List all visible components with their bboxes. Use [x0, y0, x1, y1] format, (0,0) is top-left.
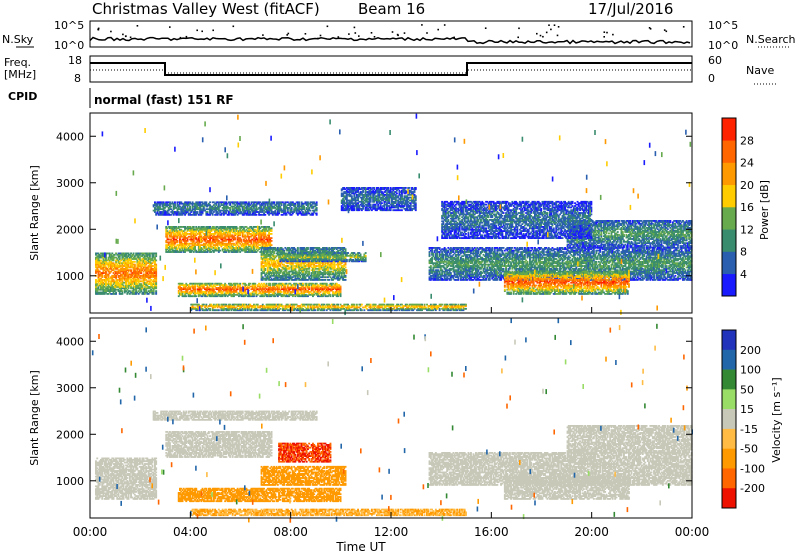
nave-label: Nave: [746, 64, 774, 77]
nsky-point: [348, 33, 350, 35]
nsky-point: [320, 35, 322, 37]
nave-right-tick-top: 60: [708, 54, 722, 67]
nsky-point: [421, 24, 423, 26]
nsky-point: [397, 34, 399, 36]
nsky-point: [169, 26, 171, 28]
nsky-point: [98, 28, 100, 30]
nave-right-tick-bottom: 0: [708, 72, 715, 85]
beam-label: Beam 16: [358, 0, 425, 18]
nave-trace: [90, 70, 692, 73]
nsky-point: [130, 37, 132, 39]
nsky-point: [122, 34, 124, 36]
freq-left-tick-bottom: 8: [74, 72, 81, 85]
heatmap-cell: [155, 260, 157, 262]
nsky-point: [542, 36, 544, 38]
nsky-right-tick-top: 10^5: [708, 19, 738, 32]
nsky-point: [612, 34, 614, 36]
nsky-point: [233, 26, 235, 28]
nsky-right-tick-bottom: 10^0: [708, 39, 738, 52]
nsky-point: [536, 33, 538, 35]
nsky-point: [666, 31, 668, 33]
nsky-point: [546, 32, 548, 34]
nsky-panel: N.Sky 10^5 10^0 10^5 10^0 N.Search: [2, 19, 796, 52]
freq-unit-label: [MHz]: [4, 68, 36, 81]
nsky-point: [196, 30, 198, 32]
nsky-point: [557, 35, 559, 37]
nsky-point: [550, 29, 552, 31]
heatmap-cell: [130, 269, 132, 271]
freq-frame: [90, 56, 692, 82]
nsky-point: [186, 36, 188, 38]
nsky-point: [327, 26, 329, 28]
heatmap-cell: [115, 292, 117, 294]
nsky-frame: [90, 21, 692, 47]
nsky-point: [371, 32, 373, 34]
nsky-point: [558, 26, 560, 28]
nsky-point: [180, 37, 182, 39]
heatmap-cell: [177, 240, 179, 242]
nsky-spikes: [97, 24, 684, 39]
nsky-point: [606, 32, 608, 34]
nsky-point: [664, 29, 666, 31]
nsky-left-tick-top: 10^5: [54, 19, 84, 32]
heatmap-cell: [134, 261, 136, 263]
nsky-point: [453, 37, 455, 39]
nsky-point: [604, 31, 606, 33]
station-title: Christmas Valley West (fitACF): [92, 0, 320, 18]
heatmap-cell: [155, 290, 157, 292]
nsky-point: [650, 28, 652, 30]
nsky-point: [288, 33, 290, 35]
date-label: 17/Jul/2016: [588, 0, 673, 18]
nsky-point: [540, 35, 542, 37]
nsky-point: [485, 27, 487, 29]
cpid-value: normal (fast) 151 RF: [94, 93, 234, 107]
nsky-point: [517, 37, 519, 39]
nsky-left-tick-bottom: 10^0: [54, 39, 84, 52]
nsky-point: [305, 33, 307, 35]
nsky-point: [354, 27, 356, 29]
nsky-point: [317, 38, 319, 40]
nsky-point: [338, 36, 340, 38]
freq-left-tick-top: 18: [68, 54, 82, 67]
power-heatmap-cells: [95, 114, 693, 315]
nsky-point: [212, 30, 214, 32]
heatmap-cell: [134, 264, 136, 266]
nsky-point: [374, 36, 376, 38]
nsky-point: [444, 24, 446, 26]
heatmap-cell: [121, 290, 123, 292]
freq-panel: Freq. [MHz] 18 8 60 0 Nave: [4, 54, 776, 85]
nsky-point: [603, 36, 605, 38]
nsky-point: [355, 32, 357, 34]
nsky-point: [110, 31, 112, 33]
nsky-point: [201, 31, 203, 33]
nsky-point: [683, 26, 685, 28]
nsky-point: [554, 24, 556, 26]
nsearch-label: N.Search: [746, 33, 796, 46]
nsky-point: [358, 35, 360, 37]
nsky-point: [137, 25, 139, 27]
nsky-point: [404, 32, 406, 34]
heatmap-cell: [155, 253, 157, 255]
nsky-point: [426, 32, 428, 34]
cpid-label: CPID: [8, 90, 37, 103]
nsky-point: [286, 34, 288, 36]
nsky-point: [548, 24, 550, 26]
nsky-point: [437, 29, 439, 31]
nsky-point: [125, 36, 127, 38]
heatmap-cell: [133, 253, 135, 255]
nsky-label: N.Sky: [2, 33, 34, 46]
heatmap-cell: [155, 264, 157, 266]
nsky-point: [392, 31, 394, 33]
nsky-point: [518, 28, 520, 30]
radar-summary-plot: Christmas Valley West (fitACF) Beam 16 1…: [0, 0, 800, 554]
nsky-point: [262, 34, 264, 36]
